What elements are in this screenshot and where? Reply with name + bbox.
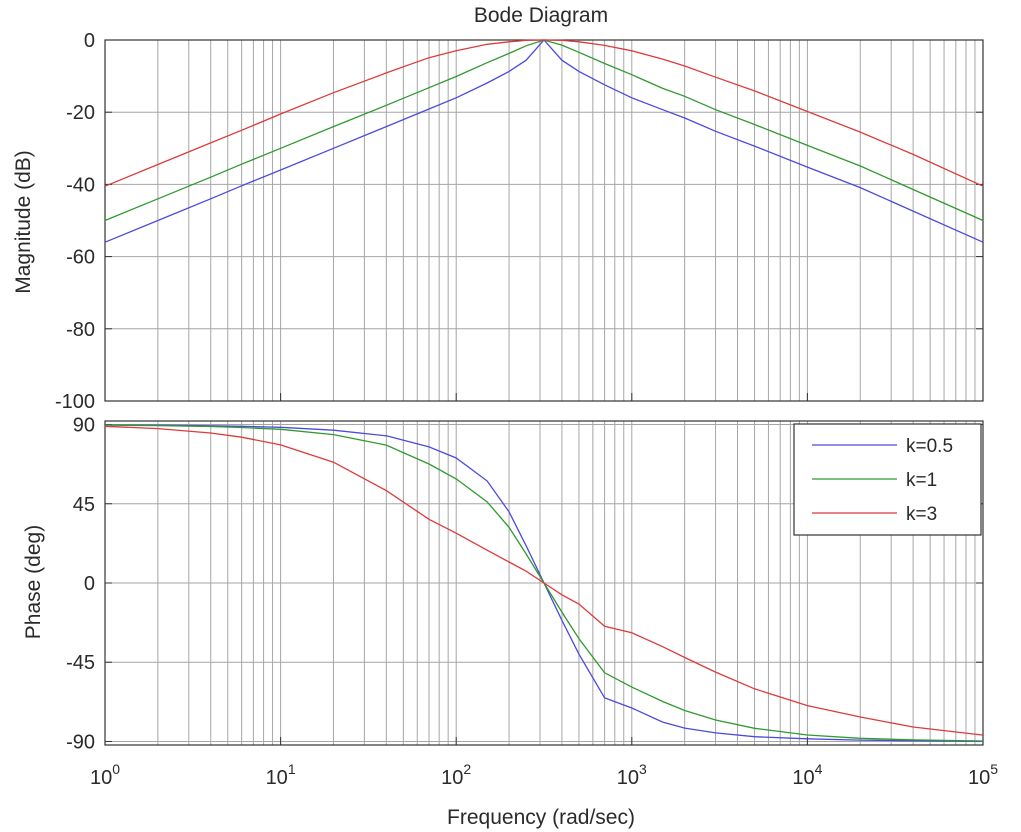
legend-label: k=1 (906, 470, 937, 491)
x-tick-label: 101 (266, 761, 296, 789)
y-tick-label: -80 (66, 319, 95, 341)
y-tick-label: 90 (73, 415, 95, 437)
y-tick-label: -100 (55, 391, 95, 413)
frequency-axis: 100 101 102 103 104 105 (90, 761, 998, 789)
x-axis-title: Frequency (rad/sec) (447, 806, 635, 829)
series-line-k=1 (104, 39, 984, 222)
y-tick-label: 45 (73, 494, 95, 516)
series-line-k=3 (104, 39, 984, 187)
y-tick-label: 0 (84, 573, 95, 595)
y-tick-label: -60 (66, 247, 95, 269)
x-tick-label: 104 (792, 761, 822, 789)
axes-frame (104, 39, 984, 402)
x-tick-label: 102 (441, 761, 471, 789)
chart-title: Bode Diagram (474, 4, 608, 27)
magnitude-axis-title: Magnitude (dB) (12, 150, 35, 294)
y-tick-label: -45 (66, 652, 95, 674)
legend-label: k=3 (906, 504, 937, 525)
x-tick-label: 103 (617, 761, 647, 789)
legend: k=0.5 k=1 k=3 (793, 423, 982, 536)
legend-label: k=0.5 (906, 436, 953, 457)
y-tick-label: -90 (66, 731, 95, 753)
y-tick-label: 0 (84, 30, 95, 52)
series-line-k=3 (104, 425, 984, 736)
phase-axis-title: Phase (deg) (22, 525, 45, 639)
x-tick-label: 100 (90, 761, 120, 789)
y-tick-label: -20 (66, 102, 95, 124)
magnitude-panel: 0 -20 -40 -60 -80 -100 (55, 30, 984, 413)
x-tick-label: 105 (968, 761, 998, 789)
series-line-k=0.5 (104, 39, 984, 243)
y-tick-label: -40 (66, 174, 95, 196)
axes-frame (104, 420, 984, 746)
